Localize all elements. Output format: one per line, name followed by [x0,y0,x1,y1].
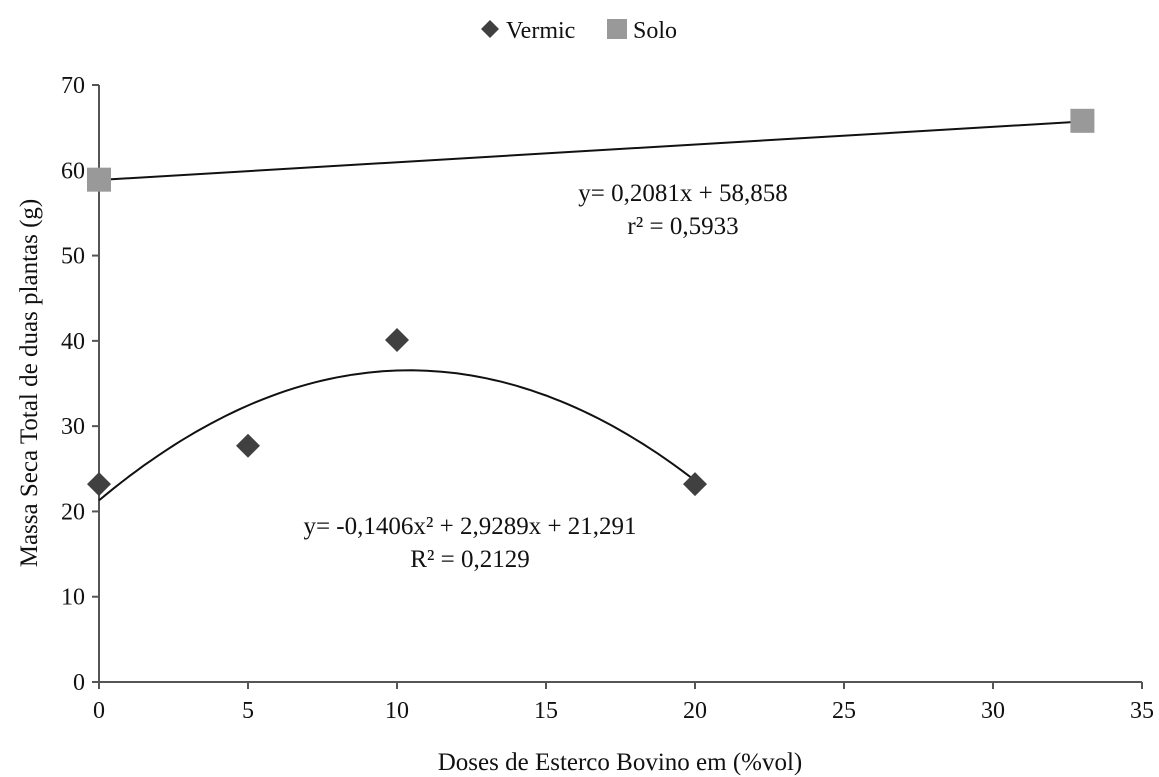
x-tick-label: 10 [385,698,409,724]
trendline-vermic [98,369,696,502]
y-tick-label: 20 [61,499,85,525]
x-tick-label: 25 [832,698,856,724]
y-tick-label: 60 [61,158,85,184]
legend-label-solo: Solo [633,18,677,44]
y-tick-label: 70 [61,73,85,99]
vermic-equation: y= -0,1406x² + 2,9289x + 21,291 [303,513,636,540]
point-vermic [236,433,260,458]
y-axis-label: Massa Seca Total de duas plantas (g) [16,199,43,568]
legend: Vermic Solo [481,18,677,44]
legend-marker-vermic [481,20,499,38]
point-vermic [683,472,707,497]
legend-label-vermic: Vermic [506,18,575,44]
y-tick-label: 30 [61,414,85,440]
tick-labels: 0 5 10 15 20 25 30 35 0 10 20 30 40 50 60 70 [61,73,1154,724]
axes [92,84,1143,689]
x-tick-label: 20 [683,698,707,724]
x-tick-label: 0 [93,698,105,724]
y-tick-label: 0 [73,670,85,696]
trendline-solo [98,120,1083,181]
point-solo [1070,108,1095,133]
data-points [87,108,1095,497]
y-tick-label: 10 [61,585,85,611]
x-tick-label: 35 [1130,698,1154,724]
trendlines [98,120,1083,502]
vermic-r2: R² = 0,2129 [410,546,530,573]
point-solo [87,167,111,192]
x-axis-label: Doses de Esterco Bovino em (%vol) [438,749,803,776]
x-tick-label: 15 [534,698,558,724]
trendline-equations: y= 0,2081x + 58,858 r² = 0,5933 y= -0,1406… [303,180,787,573]
legend-marker-solo [607,19,627,39]
x-tick-label: 30 [981,698,1005,724]
point-vermic [385,328,409,353]
x-tick-label: 5 [242,698,254,724]
solo-equation: y= 0,2081x + 58,858 [578,180,787,207]
y-tick-label: 50 [61,244,85,270]
y-tick-label: 40 [61,329,85,355]
point-vermic [87,472,111,497]
solo-r2: r² = 0,5933 [627,213,738,240]
